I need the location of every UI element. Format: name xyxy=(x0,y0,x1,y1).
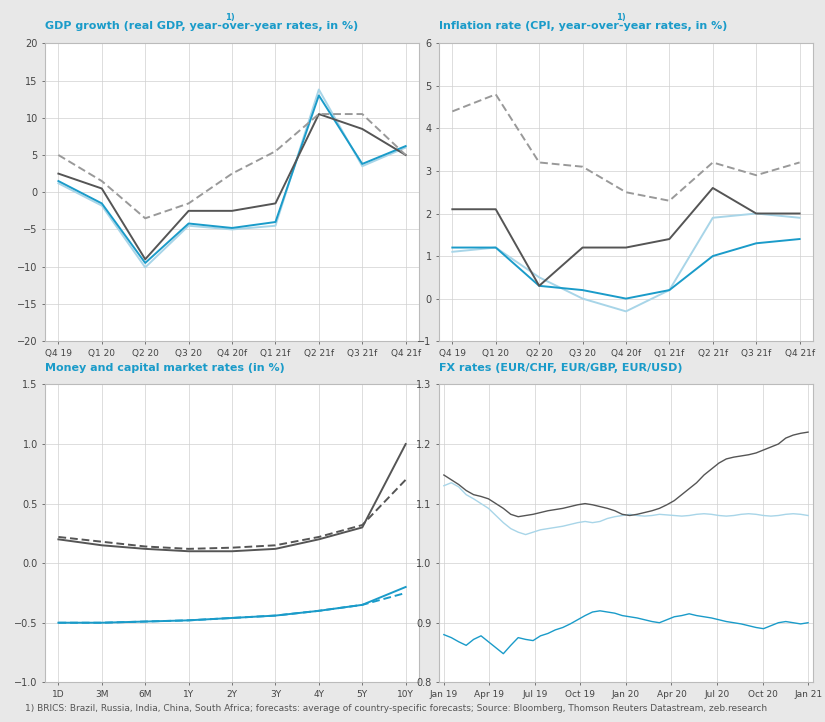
Text: FX rates (EUR/CHF, EUR/GBP, EUR/USD): FX rates (EUR/CHF, EUR/GBP, EUR/USD) xyxy=(439,362,683,373)
Text: 1) BRICS: Brazil, Russia, India, China, South Africa; forecasts: average of coun: 1) BRICS: Brazil, Russia, India, China, … xyxy=(25,704,767,713)
Text: Inflation rate (CPI, year-over-year rates, in %): Inflation rate (CPI, year-over-year rate… xyxy=(439,22,728,32)
Text: GDP growth (real GDP, year-over-year rates, in %): GDP growth (real GDP, year-over-year rat… xyxy=(45,22,359,32)
Text: 1): 1) xyxy=(225,14,235,22)
Text: Money and capital market rates (in %): Money and capital market rates (in %) xyxy=(45,362,285,373)
Legend: Germany, Western Europe, United States, BRICS: Germany, Western Europe, United States, … xyxy=(139,409,326,432)
Text: 1): 1) xyxy=(615,14,625,22)
Legend: Germany, Western Europe, United States, BRICS: Germany, Western Europe, United States, … xyxy=(532,409,719,432)
